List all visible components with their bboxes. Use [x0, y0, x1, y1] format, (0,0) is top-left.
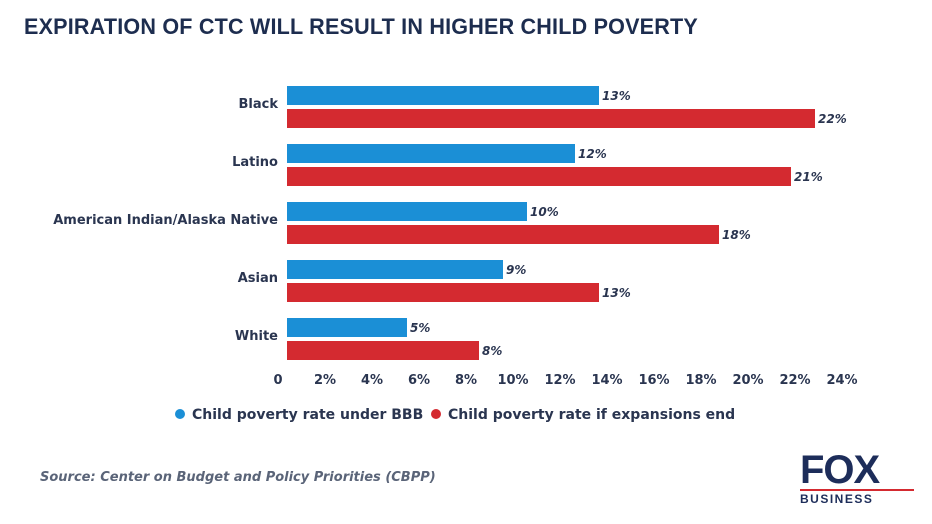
data-label: 9% [506, 263, 526, 277]
data-label: 18% [722, 228, 751, 242]
bar-expansions-end [287, 109, 815, 128]
data-label: 21% [794, 170, 823, 184]
x-tick-label: 16% [638, 373, 669, 388]
data-label: 13% [602, 89, 631, 103]
legend-label: Child poverty rate under BBB [192, 407, 423, 423]
x-tick-label: 8% [455, 373, 477, 388]
data-label: 5% [410, 321, 430, 335]
category-label: American Indian/Alaska Native [53, 213, 278, 228]
x-tick-label: 24% [826, 373, 857, 388]
x-tick-label: 10% [497, 373, 528, 388]
fox-business-logo: FOX BUSINESS [800, 450, 914, 508]
bar-expansions-end [287, 225, 719, 244]
legend-marker [175, 409, 185, 419]
bar-under-bbb [287, 202, 527, 221]
x-tick-label: 18% [685, 373, 716, 388]
x-tick-label: 2% [314, 373, 336, 388]
bar-under-bbb [287, 318, 407, 337]
bar-under-bbb [287, 86, 599, 105]
source-note: Source: Center on Budget and Policy Prio… [40, 470, 436, 485]
x-tick-label: 4% [361, 373, 383, 388]
x-tick-label: 6% [408, 373, 430, 388]
category-label: Asian [238, 271, 278, 286]
x-tick-label: 22% [779, 373, 810, 388]
x-tick-label: 0 [273, 373, 282, 388]
category-label: Black [239, 97, 279, 112]
x-tick-label: 20% [732, 373, 763, 388]
category-label: Latino [232, 155, 278, 170]
bar-under-bbb [287, 144, 575, 163]
chart-title: EXPIRATION OF CTC WILL RESULT IN HIGHER … [24, 14, 698, 39]
x-tick-label: 12% [544, 373, 575, 388]
bar-expansions-end [287, 167, 791, 186]
category-label: White [235, 329, 278, 344]
bar-expansions-end [287, 341, 479, 360]
data-label: 8% [482, 344, 502, 358]
data-label: 13% [602, 286, 631, 300]
legend-label: Child poverty rate if expansions end [448, 407, 735, 423]
data-label: 12% [578, 147, 607, 161]
data-label: 22% [818, 112, 847, 126]
bar-under-bbb [287, 260, 503, 279]
bar-expansions-end [287, 283, 599, 302]
legend-marker [431, 409, 441, 419]
x-tick-label: 14% [591, 373, 622, 388]
data-label: 10% [530, 205, 559, 219]
